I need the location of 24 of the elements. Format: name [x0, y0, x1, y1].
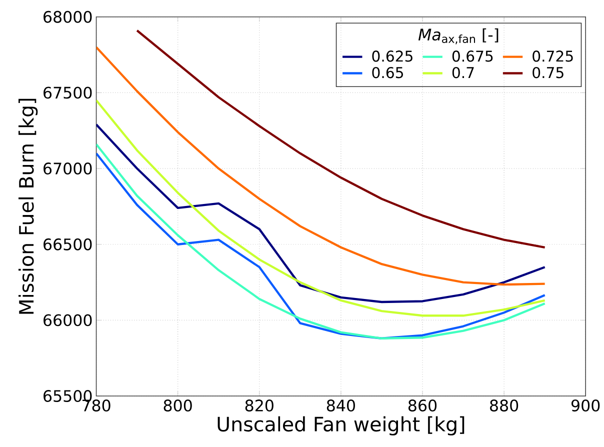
legend-label: 0.75 — [532, 67, 564, 78]
x-tick-label: 900 — [572, 400, 600, 412]
y-tick-label: 67000 — [44, 162, 92, 175]
line-series — [96, 124, 546, 304]
legend-label: 0.725 — [532, 50, 573, 62]
x-tick-label: 860 — [408, 400, 437, 412]
x-tick-label: 800 — [164, 400, 192, 412]
y-tick-label: 66000 — [44, 314, 92, 326]
y-axis-title: Mission Fuel Burn [kg] — [18, 99, 38, 314]
x-tick-label: 880 — [490, 400, 518, 412]
legend-label: 0.65 — [372, 67, 403, 78]
y-tick-label: 67500 — [44, 86, 92, 99]
line-series — [96, 99, 546, 317]
legend-label: 0.625 — [372, 50, 412, 62]
y-tick-label: 65500 — [44, 390, 92, 402]
x-tick-label: 840 — [326, 400, 355, 412]
legend-title: Ma$_{ax,fan}$ [-] — [418, 28, 498, 44]
x-axis-title: Unscaled Fan weight [kg] — [218, 416, 464, 436]
x-tick-label: 820 — [245, 400, 274, 412]
y-tick-label: 66500 — [44, 238, 92, 251]
x-tick-label: 780 — [82, 400, 110, 412]
legend-label: 0.7 — [452, 67, 474, 78]
y-tick-label: 68000 — [44, 11, 92, 24]
legend-label: 0.675 — [452, 50, 493, 62]
